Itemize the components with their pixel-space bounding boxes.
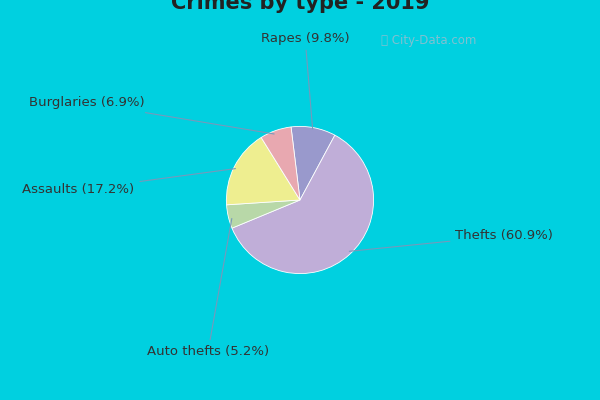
- Text: Rapes (9.8%): Rapes (9.8%): [261, 32, 349, 129]
- Wedge shape: [226, 138, 300, 205]
- Wedge shape: [232, 135, 374, 274]
- Text: Thefts (60.9%): Thefts (60.9%): [349, 229, 553, 251]
- Wedge shape: [261, 127, 300, 200]
- Text: Assaults (17.2%): Assaults (17.2%): [22, 168, 235, 196]
- Title: Crimes by type - 2019: Crimes by type - 2019: [171, 0, 429, 13]
- Wedge shape: [291, 126, 335, 200]
- Wedge shape: [227, 200, 300, 228]
- Text: Auto thefts (5.2%): Auto thefts (5.2%): [147, 218, 269, 358]
- Text: ⓘ City-Data.com: ⓘ City-Data.com: [381, 34, 476, 47]
- Text: Burglaries (6.9%): Burglaries (6.9%): [29, 96, 274, 134]
